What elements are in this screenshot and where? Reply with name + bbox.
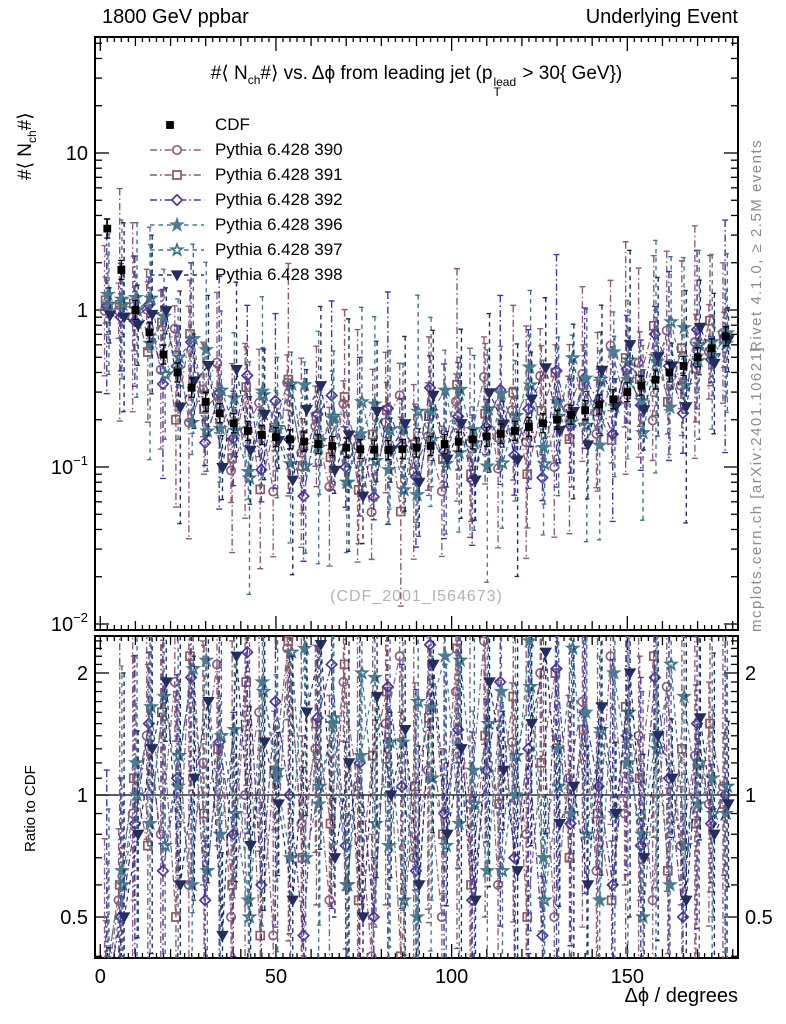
plot-title: #⟨ Nch#⟩ vs. Δϕ from leading jet (p lead T… (95, 62, 738, 99)
error-bars (107, 636, 732, 958)
ratio-y-tick-label-right: 1 (745, 785, 756, 807)
x-tick-label: 50 (265, 966, 287, 988)
legend: CDF Pythia 6.428 390 Pythia 6.428 391 Py… (148, 112, 343, 287)
legend-label: CDF (215, 114, 250, 134)
analysis-watermark: (CDF_2001_I564673) (330, 588, 503, 605)
legend-item-pythia-391: Pythia 6.428 391 (148, 162, 343, 187)
series-marker-swatch (148, 241, 206, 259)
legend-label: Pythia 6.428 390 (215, 139, 343, 159)
series-marker-swatch (148, 216, 206, 234)
legend-item-pythia-398: Pythia 6.428 398 (148, 262, 343, 287)
ratio-y-tick-label-left: 0.5 (60, 907, 88, 929)
pt-lead-stack: lead T (493, 75, 517, 99)
series-main-pythia-6.428-398 (103, 221, 735, 578)
title-sub-ch: ch (247, 72, 261, 87)
series-markers (103, 306, 735, 503)
series-markers (107, 636, 735, 958)
series-swatch-canvas (150, 193, 204, 206)
axis-ticks (95, 37, 738, 958)
main-y-tick-label: 10−1 (51, 453, 88, 479)
series-line (112, 644, 726, 958)
series-line (110, 640, 724, 958)
series-line (117, 644, 730, 958)
x-axis-label: Δϕ / degrees (624, 985, 738, 1007)
x-tick-label: 150 (611, 966, 644, 988)
title-sub-T: T (493, 85, 501, 99)
main-y-tick-label: 1 (77, 300, 88, 322)
legend-label: Pythia 6.428 397 (215, 239, 343, 259)
series-swatch-canvas (150, 241, 204, 257)
series-ratio-pythia-6.428-396 (104, 636, 735, 958)
series-swatch-canvas (150, 269, 204, 281)
ratio-y-tick-label-right: 0.5 (745, 907, 773, 929)
series-swatch-canvas (150, 216, 204, 232)
series-markers (117, 639, 735, 942)
beam-energy-title: 1800 GeV ppbar (102, 6, 249, 28)
legend-item-pythia-397: Pythia 6.428 397 (148, 237, 343, 262)
legend-item-pythia-392: Pythia 6.428 392 (148, 187, 343, 212)
cdf-swatch-canvas (166, 120, 174, 129)
series-marker-swatch (148, 166, 206, 184)
series-line (106, 303, 726, 498)
series-swatch-canvas (150, 169, 204, 180)
series-line (108, 297, 728, 491)
main-y-tick-label: 10−2 (51, 610, 88, 636)
series-line (104, 308, 724, 513)
main-y-tick-label: 10 (66, 143, 88, 165)
series-marker-swatch (148, 141, 206, 159)
legend-label: Pythia 6.428 391 (215, 164, 343, 184)
x-tick-label: 100 (435, 966, 468, 988)
ratio-y-tick-label-right: 2 (745, 663, 756, 685)
ratio-y-tick-label-left: 1 (77, 785, 88, 807)
series-markers (114, 640, 736, 924)
series-ratio-pythia-6.428-398 (107, 636, 735, 958)
series-ratio-pythia-6.428-390 (101, 636, 729, 958)
legend-item-cdf: CDF (148, 112, 343, 137)
title-sup-lead: lead (493, 75, 517, 89)
series-swatch-canvas (150, 144, 204, 155)
title-part: #⟩ vs. Δϕ from leading jet (p (260, 63, 493, 84)
analysis-group-title: Underlying Event (585, 6, 738, 28)
legend-item-pythia-396: Pythia 6.428 396 (148, 212, 343, 237)
ratio-y-tick-label-left: 2 (77, 663, 88, 685)
x-tick-label: 0 (95, 966, 106, 988)
series-line (107, 294, 727, 495)
series-marker-swatch (148, 191, 206, 209)
title-part: #⟨ N (210, 63, 248, 84)
cdf-marker-swatch (148, 116, 206, 134)
legend-label: Pythia 6.428 392 (215, 189, 343, 209)
legend-label: Pythia 6.428 398 (215, 264, 343, 284)
series-line (112, 648, 728, 958)
title-part: > 30{ GeV}) (517, 63, 623, 84)
series-main-cdf (103, 218, 730, 461)
series-marker-swatch (148, 266, 206, 284)
axis-tick-labels: 10 1 10−1 10−2 2 2 1 1 0.5 0.5 0 50 100 150 (51, 143, 773, 988)
legend-label: Pythia 6.428 396 (215, 214, 343, 234)
legend-item-pythia-390: Pythia 6.428 390 (148, 137, 343, 162)
series-ratio-pythia-6.428-397 (105, 636, 736, 958)
error-bars (104, 636, 730, 958)
